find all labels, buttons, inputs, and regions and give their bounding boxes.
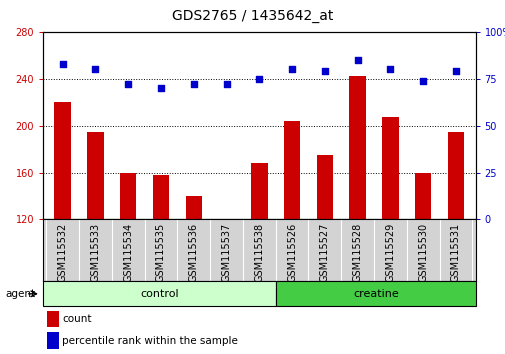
FancyBboxPatch shape xyxy=(275,281,475,306)
Text: GSM115531: GSM115531 xyxy=(450,223,460,282)
Text: agent: agent xyxy=(5,289,35,299)
Text: GSM115536: GSM115536 xyxy=(188,223,198,282)
Text: GSM115535: GSM115535 xyxy=(156,223,166,282)
Text: GSM115532: GSM115532 xyxy=(58,223,68,282)
Text: GSM115533: GSM115533 xyxy=(90,223,100,282)
Bar xyxy=(47,311,59,327)
Bar xyxy=(153,175,169,219)
FancyBboxPatch shape xyxy=(43,281,275,306)
Bar xyxy=(381,118,398,219)
Text: GSM115526: GSM115526 xyxy=(286,223,296,282)
Point xyxy=(91,67,99,72)
Point xyxy=(386,67,394,72)
Bar xyxy=(47,332,59,349)
Point xyxy=(287,67,295,72)
Point xyxy=(255,76,263,81)
Point xyxy=(59,61,67,67)
Bar xyxy=(349,76,365,219)
Point xyxy=(222,81,230,87)
Text: GSM115528: GSM115528 xyxy=(352,223,362,282)
Text: GSM115534: GSM115534 xyxy=(123,223,133,282)
Bar xyxy=(250,163,267,219)
Bar xyxy=(120,172,136,219)
Point xyxy=(353,57,361,63)
Bar xyxy=(447,132,463,219)
Bar xyxy=(316,155,332,219)
Text: GDS2765 / 1435642_at: GDS2765 / 1435642_at xyxy=(172,9,333,23)
Text: GSM115538: GSM115538 xyxy=(254,223,264,282)
Point xyxy=(418,78,426,84)
Bar xyxy=(185,196,201,219)
Text: percentile rank within the sample: percentile rank within the sample xyxy=(62,336,238,346)
Point xyxy=(157,85,165,91)
Point xyxy=(320,68,328,74)
Text: GSM115529: GSM115529 xyxy=(385,223,394,282)
Bar xyxy=(414,172,431,219)
Point xyxy=(189,81,197,87)
Point xyxy=(451,68,459,74)
Text: creatine: creatine xyxy=(352,289,398,299)
Point xyxy=(124,81,132,87)
Text: GSM115527: GSM115527 xyxy=(319,223,329,282)
Text: control: control xyxy=(140,289,178,299)
Text: count: count xyxy=(62,314,92,324)
Bar xyxy=(87,132,104,219)
Bar xyxy=(283,121,299,219)
Bar xyxy=(55,102,71,219)
Text: GSM115537: GSM115537 xyxy=(221,223,231,282)
Text: GSM115530: GSM115530 xyxy=(417,223,427,282)
